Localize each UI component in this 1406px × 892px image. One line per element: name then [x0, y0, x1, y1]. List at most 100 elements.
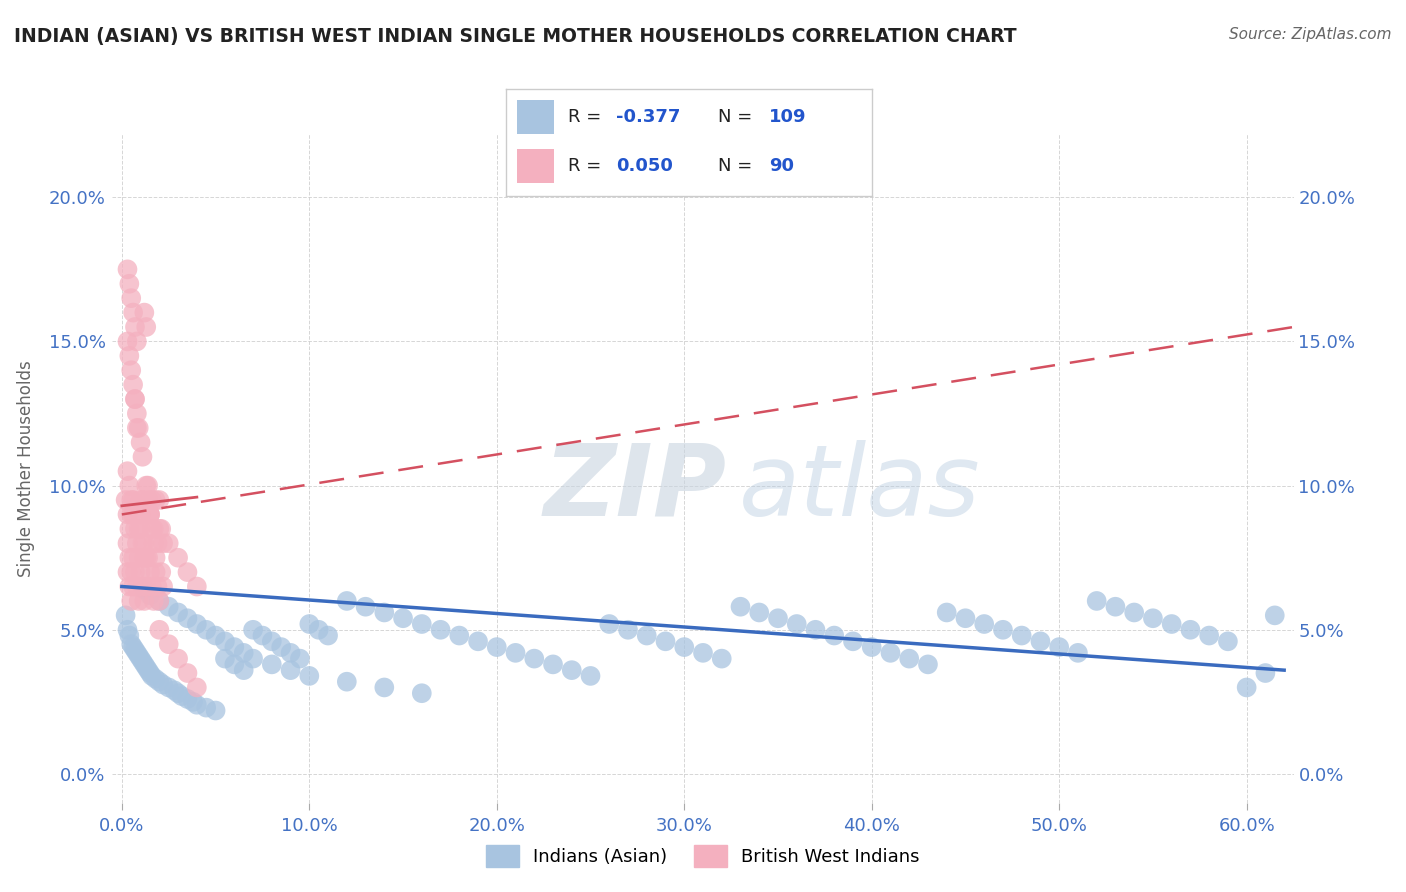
Point — [373, 681, 395, 695]
Text: INDIAN (ASIAN) VS BRITISH WEST INDIAN SINGLE MOTHER HOUSEHOLDS CORRELATION CHART: INDIAN (ASIAN) VS BRITISH WEST INDIAN SI… — [14, 27, 1017, 45]
Point — [150, 565, 173, 579]
Point — [449, 629, 471, 643]
Point — [129, 522, 152, 536]
Point — [270, 640, 292, 654]
Point — [122, 493, 145, 508]
Point — [125, 646, 148, 660]
Point — [128, 421, 150, 435]
Point — [124, 392, 146, 406]
Point — [1264, 608, 1286, 623]
Point — [120, 493, 142, 508]
Point — [150, 522, 173, 536]
Point — [139, 666, 162, 681]
Point — [139, 565, 162, 579]
Point — [561, 663, 583, 677]
Point — [1104, 599, 1126, 614]
Point — [673, 640, 696, 654]
Point — [129, 493, 152, 508]
Point — [214, 634, 236, 648]
Text: 109: 109 — [769, 108, 807, 126]
Point — [124, 320, 146, 334]
Point — [505, 646, 527, 660]
Point — [1198, 629, 1220, 643]
Point — [411, 686, 433, 700]
Point — [373, 606, 395, 620]
Point — [124, 392, 146, 406]
Point — [1123, 606, 1146, 620]
Text: -0.377: -0.377 — [616, 108, 681, 126]
Point — [898, 651, 921, 665]
Point — [1216, 634, 1239, 648]
Point — [252, 629, 274, 643]
Point — [117, 464, 139, 478]
Point — [120, 594, 142, 608]
Point — [118, 629, 141, 643]
Point — [157, 536, 180, 550]
Point — [636, 629, 658, 643]
Point — [823, 629, 845, 643]
Point — [129, 651, 152, 665]
Point — [308, 623, 330, 637]
Point — [120, 291, 142, 305]
Point — [148, 493, 170, 508]
Point — [411, 617, 433, 632]
Point — [167, 550, 190, 565]
Point — [120, 363, 142, 377]
Point — [1160, 617, 1182, 632]
Legend: Indians (Asian), British West Indians: Indians (Asian), British West Indians — [479, 838, 927, 874]
Point — [128, 550, 150, 565]
Point — [523, 651, 546, 665]
Point — [134, 550, 156, 565]
Y-axis label: Single Mother Households: Single Mother Households — [17, 360, 35, 576]
Point — [224, 657, 246, 672]
Point — [354, 599, 377, 614]
Point — [170, 689, 193, 703]
Point — [146, 580, 169, 594]
Point — [141, 522, 163, 536]
Point — [748, 606, 770, 620]
Point — [134, 305, 156, 319]
Point — [142, 536, 165, 550]
Point — [124, 522, 146, 536]
Point — [145, 672, 167, 686]
Text: N =: N = — [718, 108, 758, 126]
Point — [135, 580, 157, 594]
Point — [879, 646, 901, 660]
Point — [114, 493, 136, 508]
Point — [131, 450, 153, 464]
Bar — [517, 100, 554, 134]
Point — [124, 643, 146, 657]
Point — [392, 611, 415, 625]
Point — [117, 334, 139, 349]
Text: ZIP: ZIP — [544, 440, 727, 537]
Point — [131, 493, 153, 508]
Point — [467, 634, 489, 648]
Point — [1011, 629, 1033, 643]
Point — [298, 669, 321, 683]
Point — [167, 686, 190, 700]
Point — [131, 580, 153, 594]
Point — [242, 651, 264, 665]
Point — [860, 640, 883, 654]
Point — [842, 634, 865, 648]
Point — [232, 663, 254, 677]
Point — [141, 493, 163, 508]
Point — [122, 305, 145, 319]
Point — [429, 623, 451, 637]
Point — [142, 522, 165, 536]
Point — [146, 536, 169, 550]
Point — [579, 669, 602, 683]
Point — [485, 640, 508, 654]
Point — [336, 674, 359, 689]
Point — [186, 617, 208, 632]
Point — [167, 651, 190, 665]
Point — [1085, 594, 1108, 608]
Point — [129, 565, 152, 579]
Point — [280, 663, 302, 677]
Point — [224, 640, 246, 654]
Point — [134, 594, 156, 608]
Point — [176, 666, 198, 681]
Point — [117, 508, 139, 522]
Point — [204, 629, 226, 643]
Point — [710, 651, 733, 665]
